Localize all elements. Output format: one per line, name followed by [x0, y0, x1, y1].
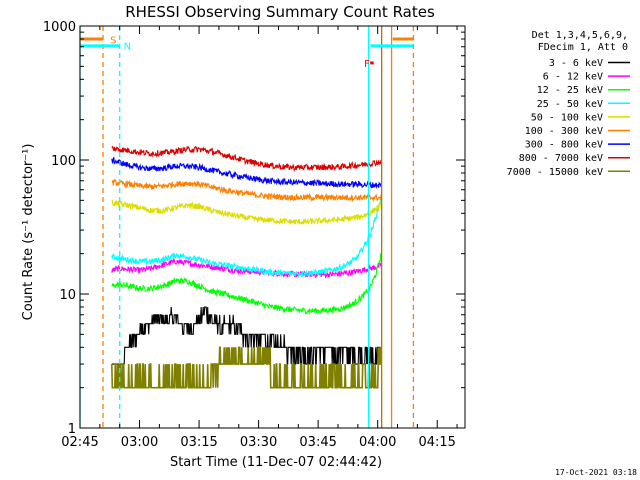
x-tick-label: 03:30 [240, 435, 277, 450]
timestamp: 17-Oct-2021 03:18 [555, 468, 637, 477]
legend-label-3: 12 - 25 keV [537, 85, 603, 96]
legend: Det 1,3,4,5,6,9,FDecim 1, Att 0 3 - 6 keV… [507, 30, 630, 178]
legend-label-5: 50 - 100 keV [531, 112, 603, 123]
series-line-9 [111, 346, 382, 389]
legend-label-6: 100 - 300 keV [525, 126, 603, 137]
legend-label-7: 300 - 800 keV [525, 140, 603, 151]
x-axis-label: Start Time (11-Dec-07 02:44:42) [170, 455, 382, 470]
x-tick-label: 03:00 [121, 435, 158, 450]
series-line-4 [111, 194, 383, 278]
series-line-3 [111, 252, 383, 315]
legend-label-9: 7000 - 15000 keV [507, 167, 603, 178]
series-line-8 [111, 145, 383, 173]
plot-frame [79, 25, 466, 429]
y-tick-label-1000: 1000 [43, 20, 76, 35]
annotation-f: F [364, 59, 370, 70]
y-tick-label-100: 100 [51, 154, 76, 169]
x-tick-label: 03:45 [299, 435, 336, 450]
annotation-n: N [124, 42, 131, 53]
series-line-6 [111, 178, 382, 203]
series-line-5 [111, 199, 383, 226]
legend-header-2: FDecim 1, Att 0 [538, 42, 628, 53]
x-tick-label: 03:15 [180, 435, 217, 450]
legend-header-1: Det 1,3,4,5,6,9, [532, 30, 628, 41]
legend-label-2: 6 - 12 keV [543, 72, 603, 83]
legend-label-8: 800 - 7000 keV [519, 153, 603, 164]
series-line-7 [111, 156, 383, 189]
legend-label-4: 25 - 50 keV [537, 99, 603, 110]
chart-title: RHESSI Observing Summary Count Rates [125, 3, 435, 21]
y-axis-label: Count Rate (s⁻¹ detector⁻¹) [21, 144, 36, 321]
x-tick-label: 04:15 [418, 435, 455, 450]
plot-area: SN F 1 10 100 1000 02:45 03:00 03:15 03:30 03:45 04… [43, 20, 466, 450]
x-tick-label: 04:00 [359, 435, 396, 450]
y-tick-label-10: 10 [59, 288, 76, 303]
x-tick-label: 02:45 [61, 435, 98, 450]
series-line-2 [111, 258, 383, 279]
series-line-1 [111, 306, 382, 365]
legend-label-1: 3 - 6 keV [549, 58, 603, 69]
annotation-s: S [110, 36, 116, 47]
y-tick-label-1: 1 [68, 422, 76, 437]
